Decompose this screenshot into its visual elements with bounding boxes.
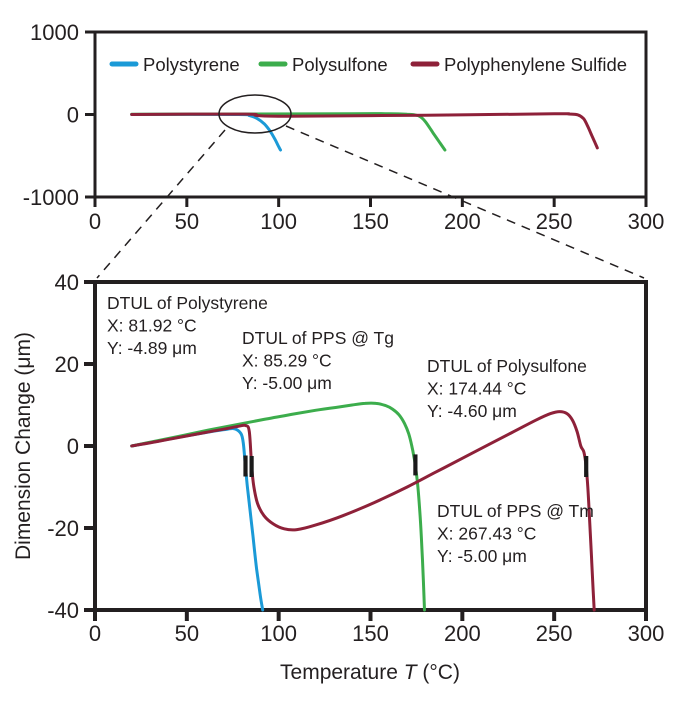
y-tick-label: 40 [55,270,79,295]
x-axis-label: Temperature T (°C) [280,661,460,684]
overview-axes-ticks: 0 50 100 150 200 250 300 1000 0 -1000 [23,20,665,234]
annotation-line: DTUL of Polystyrene [107,293,268,313]
annotation-line: X: 81.92 °C [107,316,197,336]
x-tick-label: 200 [444,209,481,234]
y-tick-label: 0 [67,434,79,459]
legend-item-polystyrene: Polystyrene [109,54,240,75]
overview-plot: 0 50 100 150 200 250 300 1000 0 -1000 Polystyrene… [23,20,665,279]
y-tick-label: -40 [47,598,79,623]
overview-series-curves [130,112,599,152]
y-tick-label: 0 [67,103,79,128]
legend-item-polysulfone: Polysulfone [258,54,388,75]
legend-label: Polysulfone [292,54,388,75]
annotation-line: X: 174.44 °C [427,379,526,399]
x-tick-label: 200 [444,621,481,646]
annotation-line: DTUL of Polysulfone [427,356,587,376]
dtul-annotations: DTUL of Polystyrene X: 81.92 °C Y: -4.89 μ… [107,293,594,566]
y-tick-label: -1000 [23,185,79,210]
dtul-marker-dtul-of-pps-tm [584,456,589,477]
x-tick-label: 50 [175,209,199,234]
annotation-line: DTUL of PPS @ Tg [242,328,394,348]
dtul-marker-dtul-of-pps-tg [249,456,254,477]
x-tick-label: 300 [628,621,665,646]
x-tick-label: 0 [89,621,101,646]
annotation-line: Y: -4.89 μm [107,338,197,358]
dtul-marker-dtul-of-polysulfone [413,454,418,476]
x-tick-label: 150 [352,209,389,234]
legend-label: Polyphenylene Sulfide [444,54,627,75]
x-tick-label: 250 [536,621,573,646]
annotation-line: Y: -5.00 μm [242,373,332,393]
dtul-markers [243,454,589,477]
magnified-series-curves [130,401,596,612]
callout-connector-right [285,125,645,279]
series-curve-polysulfone [130,112,447,152]
annotation-line: DTUL of PPS @ Tm [437,501,594,521]
annotation-dtul-of-polysulfone: DTUL of Polysulfone X: 174.44 °C Y: -4.60 … [427,356,587,421]
annotation-dtul-of-pps-tg: DTUL of PPS @ Tg X: 85.29 °C Y: -5.00 μm [242,328,394,393]
callout-connector-left [96,129,226,279]
annotation-line: Y: -4.60 μm [427,401,517,421]
y-axis-label: Dimension Change (μm) [12,332,35,560]
x-tick-label: 150 [352,621,389,646]
x-tick-label: 100 [260,621,297,646]
x-tick-label: 0 [89,209,101,234]
annotation-line: X: 267.43 °C [437,524,536,544]
y-tick-label: -20 [47,516,79,541]
annotation-line: X: 85.29 °C [242,351,332,371]
x-tick-label: 300 [628,209,665,234]
y-tick-label: 1000 [30,20,79,45]
dtul-marker-dtul-of-polystyrene [243,455,248,477]
x-tick-label: 100 [260,209,297,234]
annotation-dtul-of-pps-tm: DTUL of PPS @ Tm X: 267.43 °C Y: -5.00 μm [437,501,594,566]
legend-label: Polystyrene [143,54,240,75]
x-tick-label: 250 [536,209,573,234]
callout-ellipse [218,94,292,134]
x-axis-label-suffix: (°C) [417,661,460,684]
x-tick-label: 50 [175,621,199,646]
legend: Polystyrene Polysulfone Polyphenylene Sulf… [109,54,627,75]
x-axis-label-symbol: T [404,661,419,684]
x-axis-label-prefix: Temperature [280,661,404,684]
y-tick-label: 20 [55,352,79,377]
series-curve-polyphenylene-sulfide [130,410,596,612]
series-curve-polyphenylene-sulfide [130,112,599,150]
legend-item-polyphenylene-sulfide: Polyphenylene Sulfide [410,54,627,75]
annotation-line: Y: -5.00 μm [437,546,527,566]
series-curve-polystyrene [130,426,265,612]
series-curve-polysulfone [130,401,426,612]
annotation-dtul-of-polystyrene: DTUL of Polystyrene X: 81.92 °C Y: -4.89 μ… [107,293,268,358]
